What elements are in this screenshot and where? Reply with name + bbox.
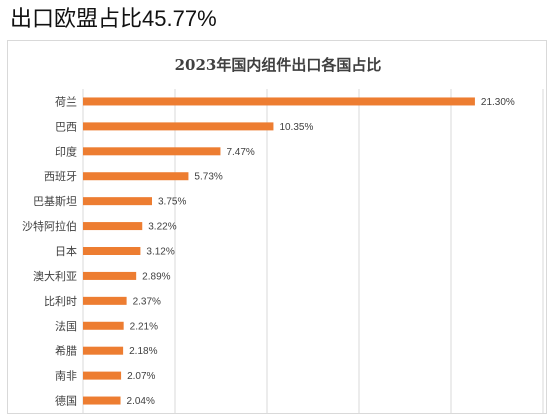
value-label: 5.73% bbox=[194, 172, 222, 183]
page-heading-value: 45.77% bbox=[142, 6, 217, 31]
value-label: 7.47% bbox=[226, 147, 254, 158]
bar bbox=[83, 396, 121, 405]
value-label: 2.21% bbox=[130, 321, 158, 332]
category-label: 德国 bbox=[55, 394, 77, 408]
category-label: 南非 bbox=[55, 370, 77, 383]
category-label: 比利时 bbox=[44, 295, 77, 308]
value-label: 2.04% bbox=[127, 396, 155, 407]
gridlines bbox=[82, 89, 544, 413]
bar bbox=[83, 97, 475, 106]
bar bbox=[83, 346, 124, 355]
bar bbox=[83, 247, 141, 255]
category-label: 沙特阿拉伯 bbox=[22, 219, 77, 233]
category-label: 巴基斯坦 bbox=[33, 194, 77, 208]
chart-frame: 2023年国内组件出口各国占比 荷兰巴西印度西班牙巴基斯坦沙特阿拉伯日本澳大利亚… bbox=[7, 40, 547, 414]
value-label: 3.22% bbox=[148, 222, 176, 233]
bar-chart: 2023年国内组件出口各国占比 荷兰巴西印度西班牙巴基斯坦沙特阿拉伯日本澳大利亚… bbox=[22, 56, 544, 413]
value-label: 3.75% bbox=[158, 197, 186, 208]
value-label: 2.18% bbox=[129, 346, 157, 357]
category-label: 希腊 bbox=[55, 344, 77, 358]
bar bbox=[83, 172, 189, 181]
category-label: 澳大利亚 bbox=[33, 269, 77, 283]
bar bbox=[83, 197, 152, 206]
bar bbox=[83, 271, 137, 280]
category-label: 日本 bbox=[55, 244, 77, 258]
category-label: 西班牙 bbox=[44, 170, 77, 183]
value-label: 2.89% bbox=[142, 271, 170, 282]
page-heading: 出口欧盟占比45.77% bbox=[10, 4, 217, 35]
value-label: 2.07% bbox=[127, 371, 155, 382]
bar bbox=[83, 147, 221, 156]
bar bbox=[83, 122, 274, 131]
category-label: 荷兰 bbox=[55, 95, 77, 108]
bars bbox=[83, 97, 475, 405]
chart-title: 2023年国内组件出口各国占比 bbox=[175, 56, 382, 74]
value-label: 21.30% bbox=[481, 97, 515, 108]
value-label: 10.35% bbox=[279, 122, 313, 133]
bar bbox=[83, 371, 122, 380]
bar bbox=[83, 222, 143, 231]
bar bbox=[83, 296, 127, 305]
value-labels: 21.30% 10.35% 7.47% 5.73% 3.75% 3.22% 3.12% 2.8… bbox=[127, 97, 515, 407]
page-heading-prefix: 出口欧盟占比 bbox=[10, 7, 143, 32]
bar bbox=[83, 321, 124, 330]
category-label: 巴西 bbox=[55, 120, 77, 133]
value-label: 3.12% bbox=[146, 247, 174, 258]
category-label: 印度 bbox=[55, 144, 77, 158]
value-label: 2.37% bbox=[133, 296, 161, 307]
category-label: 法国 bbox=[55, 319, 77, 333]
